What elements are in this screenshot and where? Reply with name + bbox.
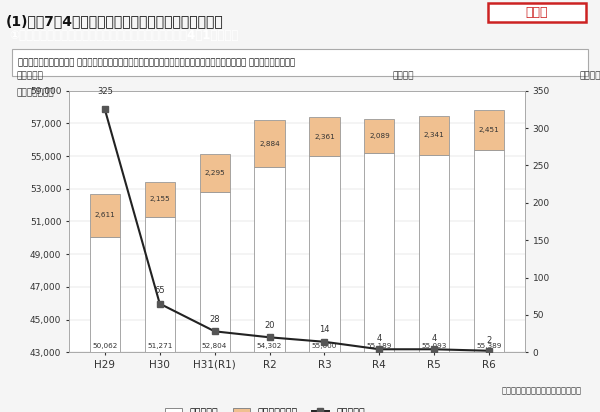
Text: 4: 4 [431,334,437,343]
Bar [364,153,394,412]
Bar [200,154,230,192]
Text: 52,804: 52,804 [202,343,227,349]
FancyBboxPatch shape [12,49,588,76]
Text: 2,341: 2,341 [424,132,445,138]
Text: 2: 2 [487,336,492,345]
Text: 2,451: 2,451 [479,126,500,133]
Bar [145,182,175,217]
Text: 2,361: 2,361 [314,134,335,140]
Text: 4: 4 [377,334,382,343]
Bar [145,217,175,412]
Bar [90,237,120,412]
Legend: 在籍児童数, 利用保留児童数, 待機児童数: 在籍児童数, 利用保留児童数, 待機児童数 [161,404,369,412]
Bar [310,156,340,412]
FancyBboxPatch shape [488,3,586,22]
Text: 55,000: 55,000 [312,343,337,349]
Text: 20: 20 [264,321,275,330]
Text: 50,062: 50,062 [92,343,118,349]
Text: 55,389: 55,389 [476,343,502,349]
Bar [254,167,284,412]
Bar [90,194,120,237]
Text: ①　保育所等利用待機児童数・保育ニーズの推移（各年4月1日現在）: ① 保育所等利用待機児童数・保育ニーズの推移（各年4月1日現在） [9,29,238,42]
Text: 65: 65 [154,286,165,295]
Text: 55,093: 55,093 [422,343,447,349]
Bar [474,150,504,412]
Text: 2,611: 2,611 [94,213,115,218]
Text: 54,302: 54,302 [257,343,282,349]
Text: 325: 325 [97,87,113,96]
Text: 2,884: 2,884 [259,141,280,147]
Text: 利用保留児童数: 利用保留児童数 [17,88,54,97]
Text: (1)令和7年4月の待機児童解消に向けた取組について: (1)令和7年4月の待機児童解消に向けた取組について [6,14,224,28]
Bar [419,116,449,154]
Text: 14: 14 [319,325,330,334]
Bar [310,117,340,156]
Text: 28: 28 [209,315,220,324]
Bar [419,154,449,412]
Text: 在籍児童数: 在籍児童数 [17,71,43,80]
Bar [200,192,230,412]
Bar [364,119,394,153]
Text: 資料２: 資料２ [526,6,548,19]
Bar [474,110,504,150]
Text: 51,271: 51,271 [147,343,172,349]
Text: 55,189: 55,189 [367,343,392,349]
Text: 待機児童数は年々減少， 保育ニーズ（在籍児童数＋利用保留児童数）はここ数年横ばいだったが， 増加に転じつつある: 待機児童数は年々減少， 保育ニーズ（在籍児童数＋利用保留児童数）はここ数年横ばい… [18,59,295,67]
Text: 単位：人: 単位：人 [393,71,414,80]
Bar [254,120,284,167]
Text: （利用保留児童数は転所希望除く）: （利用保留児童数は転所希望除く） [502,386,582,396]
Text: 2,155: 2,155 [149,197,170,202]
Text: 2,089: 2,089 [369,133,390,139]
Text: 2,295: 2,295 [204,170,225,176]
Text: 待機児童数: 待機児童数 [580,71,600,80]
